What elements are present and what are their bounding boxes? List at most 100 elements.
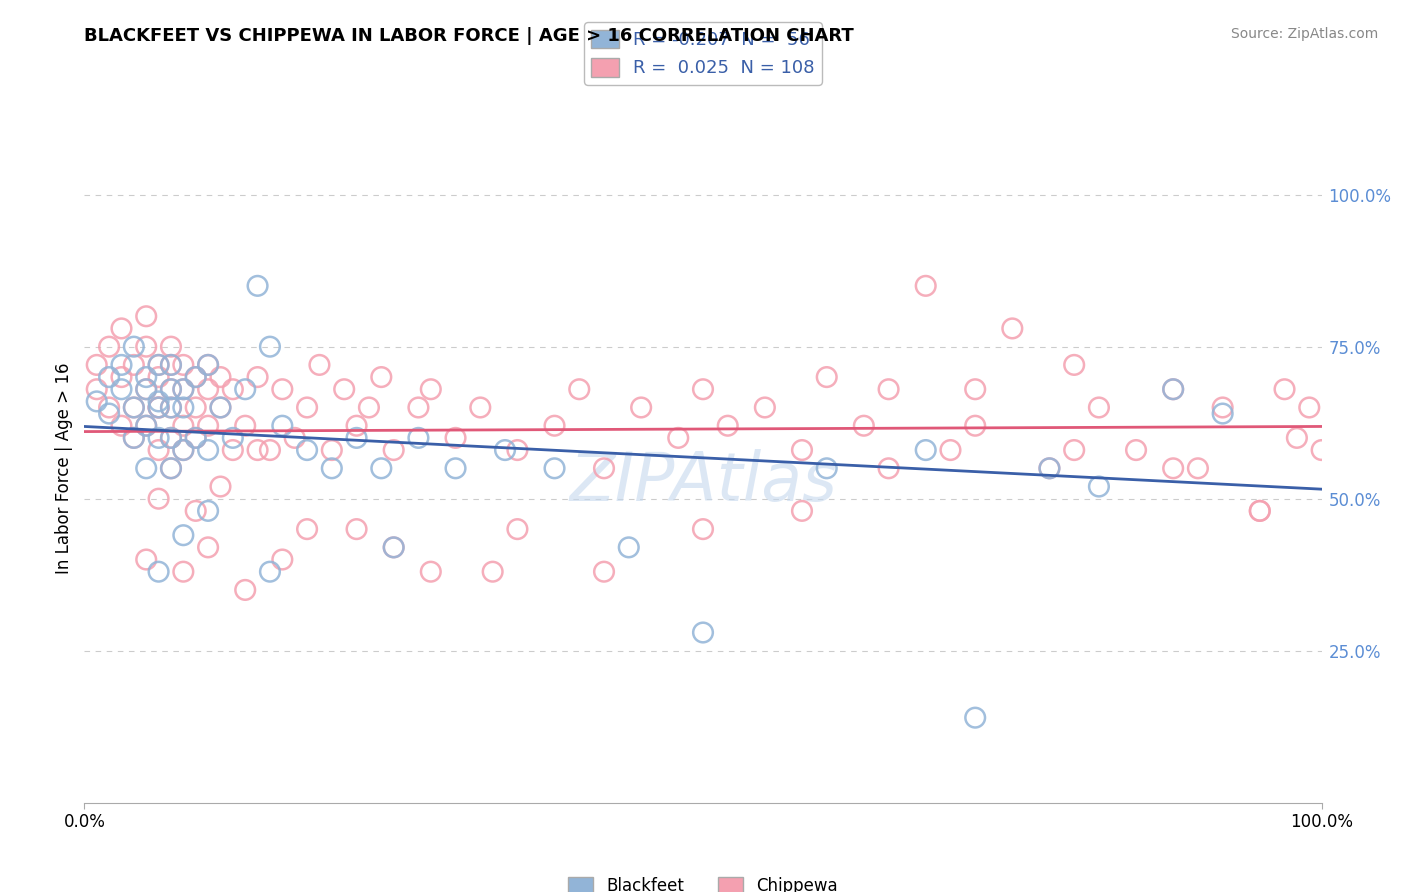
Point xyxy=(160,431,183,445)
Point xyxy=(284,431,307,445)
Point xyxy=(172,528,194,542)
Point xyxy=(877,461,900,475)
Point xyxy=(630,401,652,415)
Point xyxy=(233,418,256,433)
Point xyxy=(1063,443,1085,458)
Point xyxy=(148,401,170,415)
Text: BLACKFEET VS CHIPPEWA IN LABOR FORCE | AGE > 16 CORRELATION CHART: BLACKFEET VS CHIPPEWA IN LABOR FORCE | A… xyxy=(84,27,853,45)
Point xyxy=(1274,382,1296,396)
Point xyxy=(308,358,330,372)
Point xyxy=(444,431,467,445)
Point xyxy=(259,340,281,354)
Point xyxy=(160,461,183,475)
Point xyxy=(1212,401,1234,415)
Point xyxy=(86,382,108,396)
Point xyxy=(172,382,194,396)
Point xyxy=(160,358,183,372)
Point xyxy=(86,394,108,409)
Point xyxy=(209,401,232,415)
Point xyxy=(148,394,170,409)
Point xyxy=(184,401,207,415)
Point xyxy=(172,401,194,415)
Point xyxy=(1187,461,1209,475)
Point xyxy=(717,418,740,433)
Point xyxy=(382,443,405,458)
Point xyxy=(914,443,936,458)
Point xyxy=(148,370,170,384)
Point xyxy=(321,443,343,458)
Point xyxy=(135,461,157,475)
Point xyxy=(184,370,207,384)
Point xyxy=(160,401,183,415)
Point xyxy=(754,401,776,415)
Point xyxy=(197,541,219,555)
Point xyxy=(233,582,256,597)
Point xyxy=(148,431,170,445)
Point xyxy=(593,461,616,475)
Point xyxy=(259,443,281,458)
Point xyxy=(852,418,875,433)
Point xyxy=(1249,504,1271,518)
Point xyxy=(197,382,219,396)
Point xyxy=(110,418,132,433)
Point xyxy=(135,310,157,324)
Point xyxy=(98,370,121,384)
Point xyxy=(815,461,838,475)
Point xyxy=(271,552,294,566)
Legend: Blackfeet, Chippewa: Blackfeet, Chippewa xyxy=(561,870,845,892)
Point xyxy=(222,443,245,458)
Point xyxy=(1298,401,1320,415)
Point xyxy=(122,358,145,372)
Point xyxy=(666,431,689,445)
Y-axis label: In Labor Force | Age > 16: In Labor Force | Age > 16 xyxy=(55,362,73,574)
Point xyxy=(271,382,294,396)
Point xyxy=(122,401,145,415)
Point xyxy=(346,522,368,536)
Point xyxy=(877,382,900,396)
Point xyxy=(506,522,529,536)
Point xyxy=(98,340,121,354)
Point xyxy=(965,711,987,725)
Point xyxy=(246,278,269,293)
Point xyxy=(370,461,392,475)
Point xyxy=(370,370,392,384)
Point xyxy=(148,401,170,415)
Point xyxy=(914,278,936,293)
Point xyxy=(543,418,565,433)
Point xyxy=(197,443,219,458)
Point xyxy=(1161,382,1184,396)
Point xyxy=(197,418,219,433)
Point xyxy=(494,443,516,458)
Point xyxy=(271,418,294,433)
Point xyxy=(408,401,430,415)
Point xyxy=(419,565,441,579)
Point xyxy=(148,358,170,372)
Point xyxy=(148,565,170,579)
Point xyxy=(222,431,245,445)
Point xyxy=(172,418,194,433)
Point xyxy=(160,382,183,396)
Point xyxy=(321,461,343,475)
Point xyxy=(98,407,121,421)
Point xyxy=(444,461,467,475)
Point xyxy=(172,443,194,458)
Point xyxy=(939,443,962,458)
Point xyxy=(197,504,219,518)
Point xyxy=(122,340,145,354)
Point xyxy=(122,401,145,415)
Point xyxy=(184,370,207,384)
Point xyxy=(160,340,183,354)
Point xyxy=(1285,431,1308,445)
Point xyxy=(790,504,813,518)
Point xyxy=(259,565,281,579)
Point xyxy=(135,418,157,433)
Point xyxy=(506,443,529,458)
Point xyxy=(209,401,232,415)
Point xyxy=(148,491,170,506)
Point xyxy=(148,401,170,415)
Point xyxy=(197,358,219,372)
Point xyxy=(172,358,194,372)
Point xyxy=(692,522,714,536)
Point xyxy=(184,504,207,518)
Point xyxy=(160,401,183,415)
